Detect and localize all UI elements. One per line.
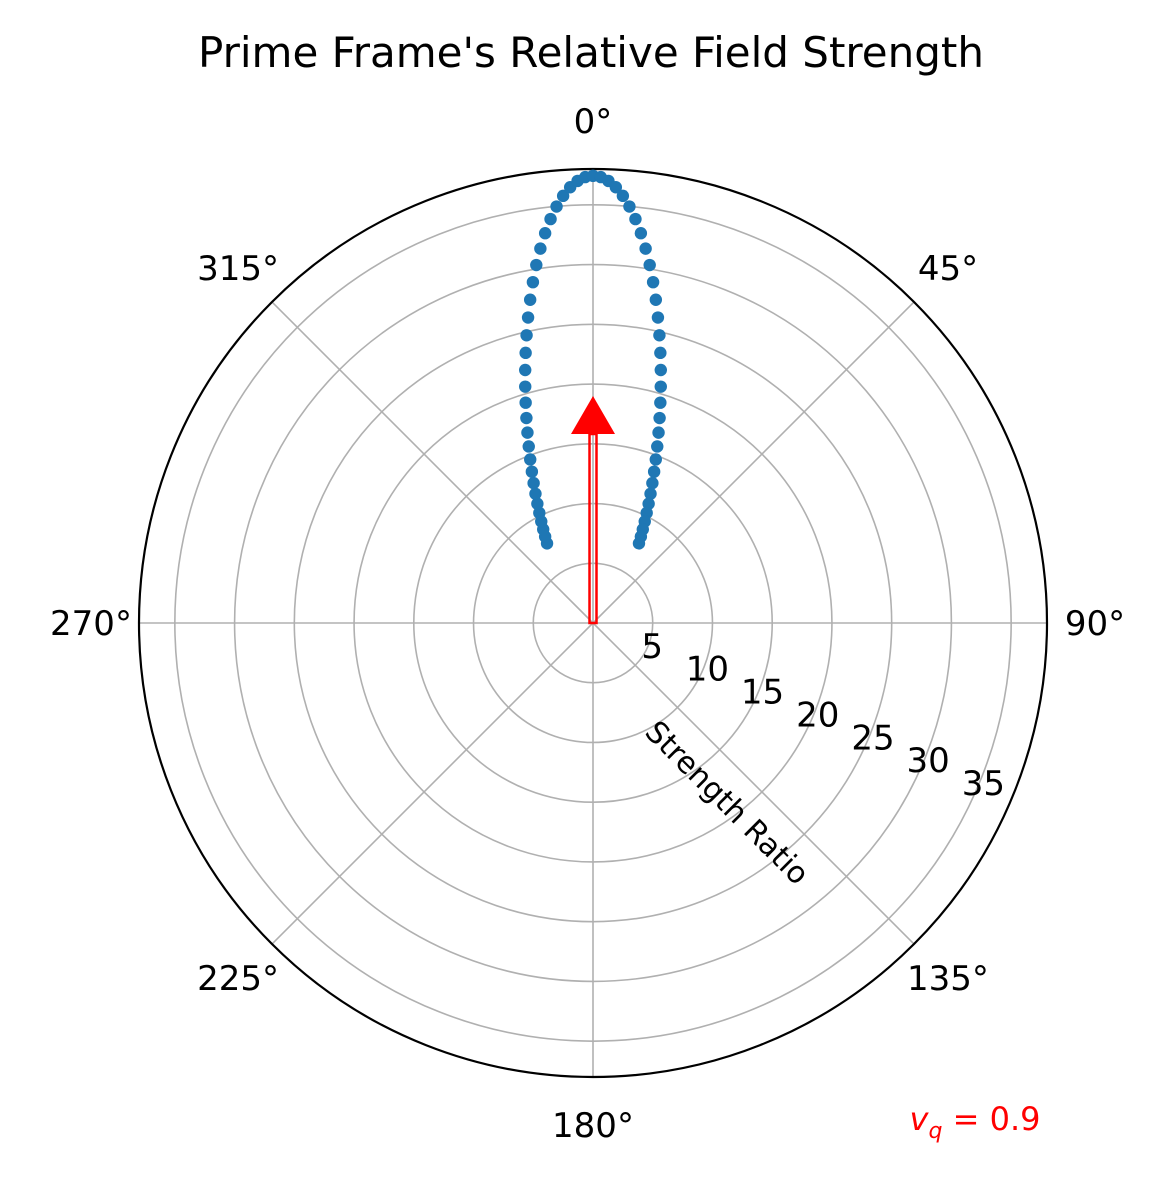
data-point bbox=[531, 497, 544, 510]
theta-tick-label: 315° bbox=[197, 249, 279, 289]
theta-tick-label: 135° bbox=[907, 959, 989, 999]
data-point bbox=[616, 189, 630, 203]
data-point bbox=[519, 346, 532, 360]
theta-tick-labels: 0° 45° 90° 135° 180° 225° 270° 315° bbox=[50, 102, 1125, 1146]
r-tick-label: 20 bbox=[796, 695, 839, 735]
polar-frame bbox=[137, 167, 1049, 1079]
theta-tick-label: 225° bbox=[197, 959, 279, 999]
data-point bbox=[651, 311, 665, 324]
theta-gridline-135 bbox=[592, 622, 915, 945]
data-point bbox=[651, 440, 664, 453]
polar-grid bbox=[139, 169, 1047, 1077]
data-point bbox=[644, 487, 657, 500]
data-point bbox=[639, 242, 652, 255]
data-point bbox=[654, 363, 667, 377]
data-point bbox=[519, 363, 532, 377]
theta-tick-label: 180° bbox=[552, 1106, 634, 1146]
r-axis-label: Strength Ratio bbox=[638, 714, 816, 892]
r-tick-label: 30 bbox=[907, 741, 950, 781]
data-point bbox=[520, 329, 533, 342]
data-point bbox=[649, 453, 662, 466]
data-point bbox=[634, 227, 648, 240]
data-point bbox=[654, 346, 667, 360]
theta-tick-label: 270° bbox=[50, 604, 132, 644]
theta-gridline-225 bbox=[271, 622, 594, 945]
data-point bbox=[556, 189, 570, 203]
data-point bbox=[646, 275, 660, 289]
arrow-head bbox=[571, 396, 615, 434]
data-point bbox=[527, 476, 540, 490]
r-tick-label: 35 bbox=[962, 764, 1005, 804]
theta-tick-label: 90° bbox=[1065, 604, 1125, 644]
r-tick-label: 25 bbox=[851, 718, 894, 758]
data-point bbox=[652, 426, 665, 439]
data-series bbox=[519, 169, 667, 550]
r-tick-label: 10 bbox=[686, 650, 729, 690]
theta-gridline-45 bbox=[592, 301, 915, 624]
theta-gridline-315 bbox=[271, 301, 594, 624]
data-point bbox=[522, 440, 535, 453]
theta-tick-label: 0° bbox=[574, 102, 613, 142]
data-point bbox=[519, 380, 532, 393]
data-point bbox=[649, 293, 663, 306]
theta-tick-label: 45° bbox=[918, 249, 978, 289]
data-point bbox=[534, 242, 547, 255]
data-point bbox=[520, 411, 533, 425]
data-point bbox=[521, 311, 535, 324]
data-point bbox=[654, 380, 667, 393]
data-point bbox=[632, 537, 646, 550]
data-point bbox=[521, 426, 534, 439]
data-point bbox=[653, 411, 666, 425]
data-point bbox=[609, 181, 623, 194]
data-point bbox=[629, 212, 642, 226]
velocity-annotation: vq = 0.9 bbox=[910, 1100, 1041, 1144]
data-point bbox=[525, 465, 539, 478]
r-tick-labels: 5 10 15 20 25 30 35 bbox=[641, 627, 1005, 804]
data-point bbox=[519, 396, 532, 409]
data-point bbox=[538, 227, 552, 240]
data-point bbox=[526, 275, 540, 289]
data-point bbox=[646, 476, 659, 490]
data-point bbox=[647, 465, 661, 478]
data-point bbox=[544, 212, 557, 226]
data-point bbox=[530, 258, 543, 272]
r-tick-label: 5 bbox=[641, 627, 663, 667]
chart-title: Prime Frame's Relative Field Strength bbox=[198, 28, 984, 77]
data-point bbox=[643, 258, 656, 272]
data-point bbox=[550, 200, 563, 213]
data-point bbox=[529, 487, 542, 500]
data-point bbox=[533, 506, 546, 520]
data-point bbox=[654, 396, 667, 409]
direction-arrow bbox=[571, 396, 615, 625]
data-point bbox=[623, 200, 636, 213]
r-tick-label: 15 bbox=[741, 673, 784, 713]
data-point bbox=[653, 329, 666, 342]
data-point bbox=[523, 293, 537, 306]
data-point bbox=[524, 453, 537, 466]
data-point bbox=[642, 497, 655, 510]
